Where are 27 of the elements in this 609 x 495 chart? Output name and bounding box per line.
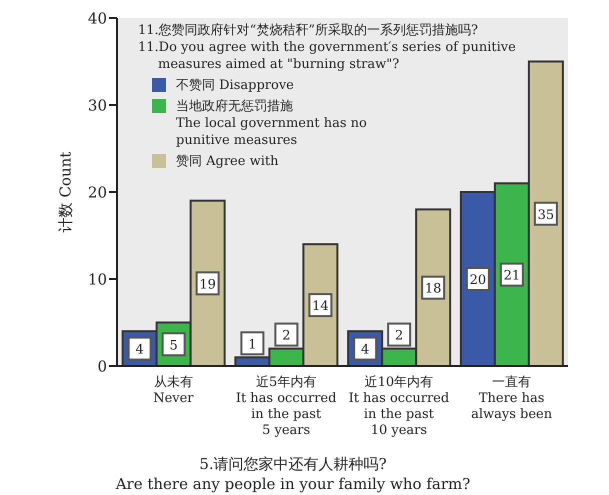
data-label: 5 [169,338,178,354]
data-label: 18 [424,282,442,297]
data-label: 4 [360,342,370,358]
data-label: 4 [135,342,144,358]
y-tick-label: 20 [88,183,107,202]
x-tick-label: 一直有 There has always been [471,375,553,422]
legend-label: 赞同 Agree with [176,153,278,170]
y-tick-label: 30 [88,96,107,114]
y-tick-label: 40 [88,9,107,28]
legend-title: 11.您赞同政府针对“焚烧秸秆”所采取的一系列惩罚措施吗? 11.Do you agree with the government′s series of punitive measures aimed at "burning straw"? [138,22,516,73]
x-axis-title: 5.请问您家中还有人耕种吗? Are there any people in your family who farm? [114,454,472,494]
data-label: 21 [504,268,520,284]
y-tick-label: 10 [88,270,107,288]
data-label: 14 [312,299,329,314]
data-label: 1 [248,337,257,352]
x-tick-label: 近10年内有 It has occurred in the past 10 years [348,375,450,438]
data-label: 20 [470,273,486,288]
x-tick-label: 近5年内有 It has occurred in the past 5 years [236,375,336,438]
legend-label: 不赞同 Disapprove [176,77,294,94]
y-tick-label: 0 [97,357,107,376]
data-label: 19 [199,277,216,292]
legend-label: 当地政府无惩罚措施 The local government has no punitive measures [176,98,367,149]
data-label: 2 [282,328,291,344]
data-label: 35 [538,208,554,223]
data-label: 2 [394,328,404,344]
y-axis-title: 计数 Count [56,152,74,232]
x-tick-label: 从未有 Never [153,375,194,406]
